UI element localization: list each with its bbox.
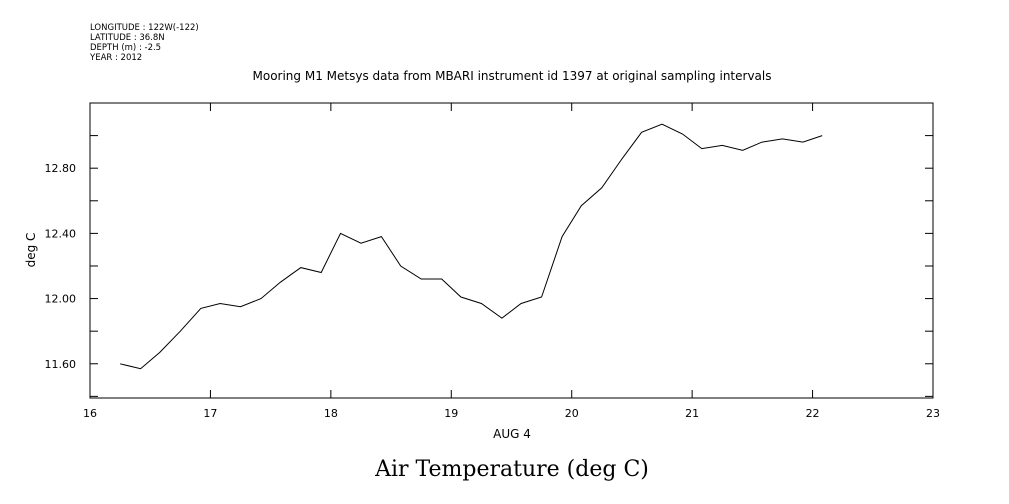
plot-frame (89, 102, 934, 399)
longitude-label: LONGITUDE : 122W(-122) (90, 23, 199, 33)
x-tick-label: 23 (926, 407, 940, 420)
y-tick-label: 11.60 (45, 358, 77, 371)
x-tick-label: 20 (565, 407, 579, 420)
x-tick-label: 18 (324, 407, 338, 420)
year-label: YEAR : 2012 (89, 53, 142, 63)
x-tick-label: 16 (83, 407, 97, 420)
y-tick-label: 12.00 (45, 293, 77, 306)
latitude-label: LATITUDE : 36.8N (90, 33, 165, 43)
x-tick-label: 21 (685, 407, 699, 420)
air-temperature-line (119, 123, 823, 370)
y-axis-ticks: 11.60 12.00 12.40 12.80 (45, 102, 933, 397)
depth-label: DEPTH (m) : -2.5 (90, 43, 161, 53)
chart-title: Mooring M1 Metsys data from MBARI instru… (253, 69, 772, 83)
x-tick-label: 22 (806, 407, 820, 420)
y-tick-label: 12.80 (45, 162, 77, 175)
chart-caption: Air Temperature (deg C) (374, 457, 649, 482)
y-axis-label: deg C (24, 233, 38, 268)
x-axis-ticks: 16 17 18 19 20 21 22 23 (83, 103, 940, 420)
x-tick-label: 19 (444, 407, 458, 420)
y-tick-label: 12.40 (45, 227, 77, 240)
x-axis-label: AUG 4 (493, 427, 531, 441)
x-tick-label: 17 (203, 407, 217, 420)
